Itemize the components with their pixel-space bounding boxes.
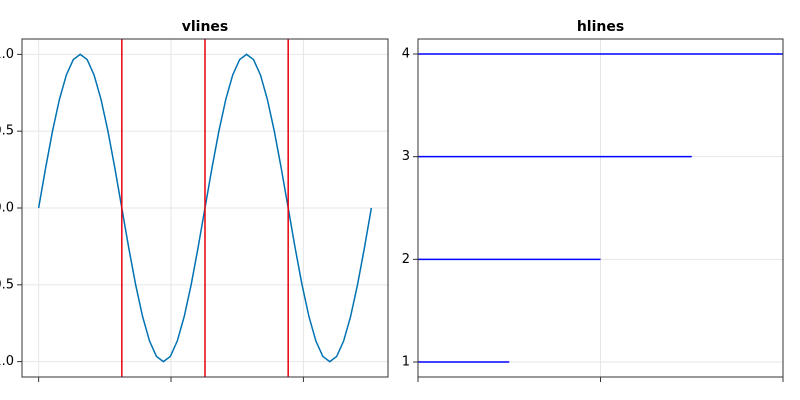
panel-title: hlines xyxy=(577,19,624,35)
axis-frame xyxy=(21,38,389,378)
y-tick-label: 4 xyxy=(402,46,410,61)
y-tick-label: 1.0 xyxy=(0,47,14,62)
y-tick-label: -1.0 xyxy=(0,354,14,369)
y-tick-label: -0.5 xyxy=(0,277,14,292)
y-tick-label: 0.0 xyxy=(0,201,14,216)
y-tick-label: 3 xyxy=(402,149,410,164)
axis-frame xyxy=(417,38,784,378)
y-tick-label: 1 xyxy=(402,355,410,370)
panel-title: vlines xyxy=(182,19,229,35)
y-tick-label: 0.5 xyxy=(0,124,14,139)
y-tick-label: 2 xyxy=(402,252,410,267)
